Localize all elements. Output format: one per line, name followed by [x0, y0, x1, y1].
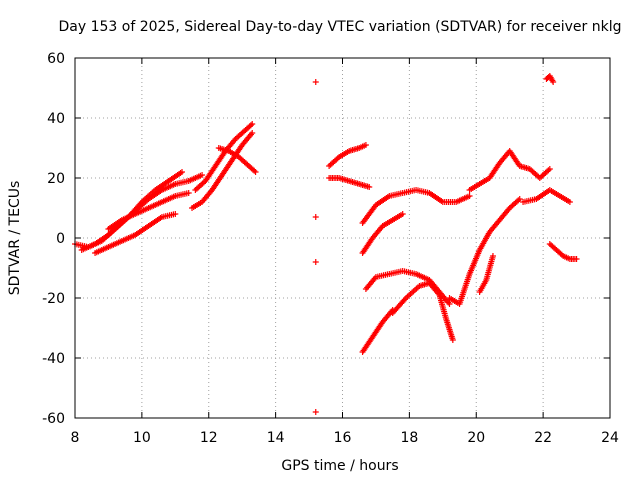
series-arc-7: [215, 145, 259, 175]
x-tick-label: 18: [400, 430, 418, 446]
data-point: [516, 196, 523, 202]
x-axis-label: GPS time / hours: [281, 458, 398, 474]
series-arc-15: [389, 280, 456, 343]
y-tick-labels: -60 -40 -20 0 20 40 60: [42, 51, 65, 427]
x-tick-label: 14: [267, 430, 285, 446]
series-arc-3: [92, 211, 179, 256]
y-tick-label: 40: [47, 111, 65, 127]
data-point: [312, 259, 319, 265]
x-tick-label: 10: [133, 430, 151, 446]
series-arc-10: [326, 175, 373, 190]
axis-ticks: [74, 57, 611, 419]
series-arc-12: [359, 211, 406, 256]
y-tick-label: 0: [56, 231, 65, 247]
data-point: [249, 130, 256, 136]
data-point: [366, 184, 373, 190]
y-tick-label: 20: [47, 171, 65, 187]
series-arc-21: [476, 253, 496, 295]
y-tick-label: 60: [47, 51, 65, 67]
data-point: [312, 214, 319, 220]
x-tick-label: 22: [534, 430, 552, 446]
data-point: [185, 190, 192, 196]
series-arc-19: [546, 241, 580, 262]
x-tick-label: 16: [334, 430, 352, 446]
data-point: [312, 409, 319, 415]
data-point: [449, 337, 456, 343]
series-arc-16: [446, 196, 523, 307]
series-arc-4: [105, 190, 192, 232]
data-point: [466, 193, 473, 199]
y-tick-label: -40: [42, 351, 65, 367]
data-point: [558, 251, 565, 258]
series-arc-17: [466, 148, 553, 193]
series-arc-8: [312, 79, 319, 415]
x-tick-label: 24: [601, 430, 619, 446]
series-arc-9: [326, 142, 369, 169]
data-point: [573, 256, 580, 262]
data-point: [252, 169, 259, 175]
data-point: [489, 253, 496, 259]
data-point: [546, 166, 553, 172]
data-point: [550, 79, 557, 85]
y-tick-label: -60: [42, 411, 65, 427]
data-point: [399, 211, 406, 217]
data-point: [362, 142, 369, 148]
series-arc-5: [189, 130, 256, 211]
data-point: [312, 79, 319, 85]
data-point: [566, 199, 573, 205]
x-tick-label: 8: [71, 430, 80, 446]
data-point: [249, 121, 256, 127]
data-point: [401, 296, 408, 303]
y-axis-label: SDTVAR / TECUs: [7, 181, 23, 296]
y-tick-label: -20: [42, 291, 65, 307]
series-arc-13: [359, 187, 473, 226]
data-point: [172, 211, 179, 217]
data-point: [251, 167, 258, 174]
data-point: [446, 301, 453, 307]
chart-title: Day 153 of 2025, Sidereal Day-to-day VTE…: [59, 19, 622, 35]
series-arc-20: [543, 73, 557, 85]
x-tick-labels: 8 10 12 14 16 18 20 22 24: [71, 430, 619, 446]
x-tick-label: 20: [467, 430, 485, 446]
series-arc-11: [359, 307, 396, 355]
grid-lines: [75, 58, 610, 418]
data-point: [247, 122, 254, 129]
data-point: [199, 172, 206, 178]
data-point: [179, 169, 185, 175]
data-points: [72, 73, 580, 415]
series-arc-6: [192, 121, 256, 193]
series-arc-18: [520, 187, 573, 205]
x-tick-label: 12: [200, 430, 218, 446]
